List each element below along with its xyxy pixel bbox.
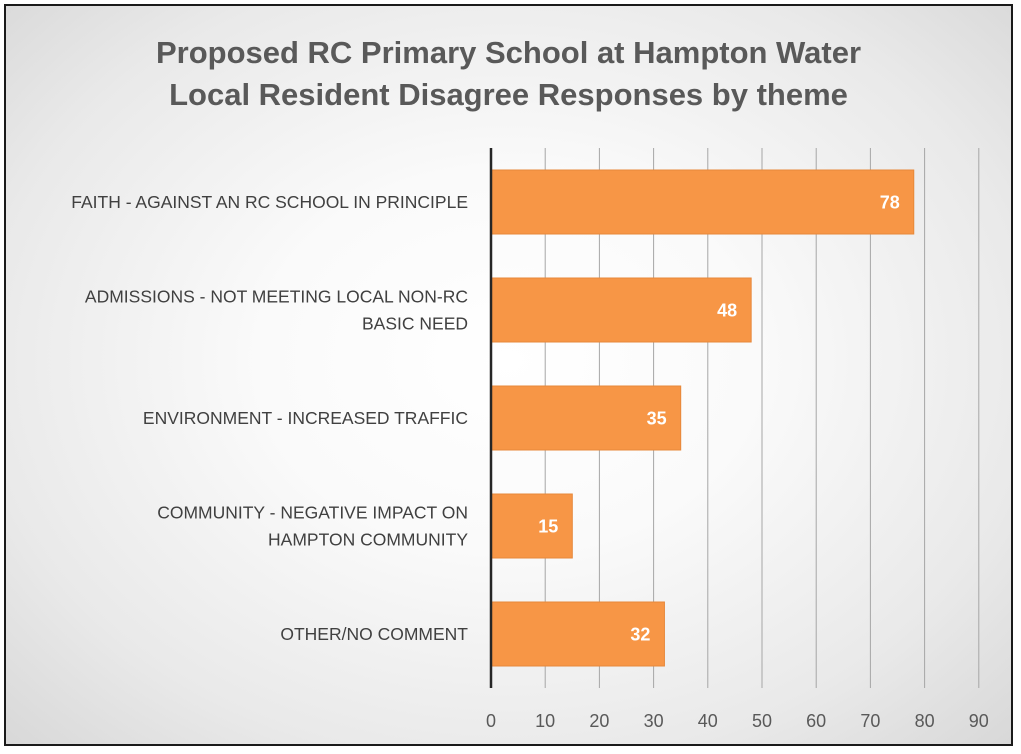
category-label-line: HAMPTON COMMUNITY <box>268 530 468 550</box>
bar-1 <box>490 277 752 343</box>
x-tick-label-40: 40 <box>698 711 718 731</box>
x-tick-label-10: 10 <box>535 711 555 731</box>
category-label-line: ADMISSIONS - NOT MEETING LOCAL NON-RC <box>85 287 468 307</box>
data-label-2: 35 <box>647 409 667 429</box>
chart-frame: Proposed RC Primary School at Hampton Wa… <box>4 4 1013 746</box>
chart-title: Proposed RC Primary School at Hampton Wa… <box>155 35 862 70</box>
category-label-0: FAITH - AGAINST AN RC SCHOOL IN PRINCIPL… <box>71 192 468 212</box>
category-label-4: OTHER/NO COMMENT <box>280 624 468 644</box>
x-tick-label-0: 0 <box>486 711 496 731</box>
data-label-4: 32 <box>630 625 650 645</box>
bar-4 <box>490 601 665 667</box>
bar-0 <box>490 169 915 235</box>
category-label-line: OTHER/NO COMMENT <box>280 624 468 644</box>
x-tick-label-50: 50 <box>752 711 772 731</box>
x-tick-label-90: 90 <box>969 711 989 731</box>
category-label-1: ADMISSIONS - NOT MEETING LOCAL NON-RC BAS… <box>85 287 468 334</box>
chart-subtitle: Local Resident Disagree Responses by the… <box>169 77 848 112</box>
category-label-line: COMMUNITY - NEGATIVE IMPACT ON <box>157 503 468 523</box>
chart-title-block: Proposed RC Primary School at Hampton Wa… <box>6 32 1011 116</box>
category-label-line: FAITH - AGAINST AN RC SCHOOL IN PRINCIPL… <box>71 192 468 212</box>
category-label-line: ENVIRONMENT - INCREASED TRAFFIC <box>143 408 468 428</box>
data-label-1: 48 <box>717 301 737 321</box>
x-tick-label-60: 60 <box>806 711 826 731</box>
bar-3 <box>490 493 573 559</box>
data-label-0: 78 <box>880 193 900 213</box>
plot-area: 78 FAITH - AGAINST AN RC SCHOOL IN PRINCI… <box>71 148 989 731</box>
category-label-line: BASIC NEED <box>362 314 468 334</box>
x-tick-label-70: 70 <box>860 711 880 731</box>
x-tick-label-20: 20 <box>589 711 609 731</box>
category-label-3: COMMUNITY - NEGATIVE IMPACT ON HAMPTON CO… <box>157 503 468 550</box>
x-tick-label-30: 30 <box>644 711 664 731</box>
data-label-3: 15 <box>538 517 558 537</box>
category-label-2: ENVIRONMENT - INCREASED TRAFFIC <box>143 408 468 428</box>
x-tick-label-80: 80 <box>915 711 935 731</box>
